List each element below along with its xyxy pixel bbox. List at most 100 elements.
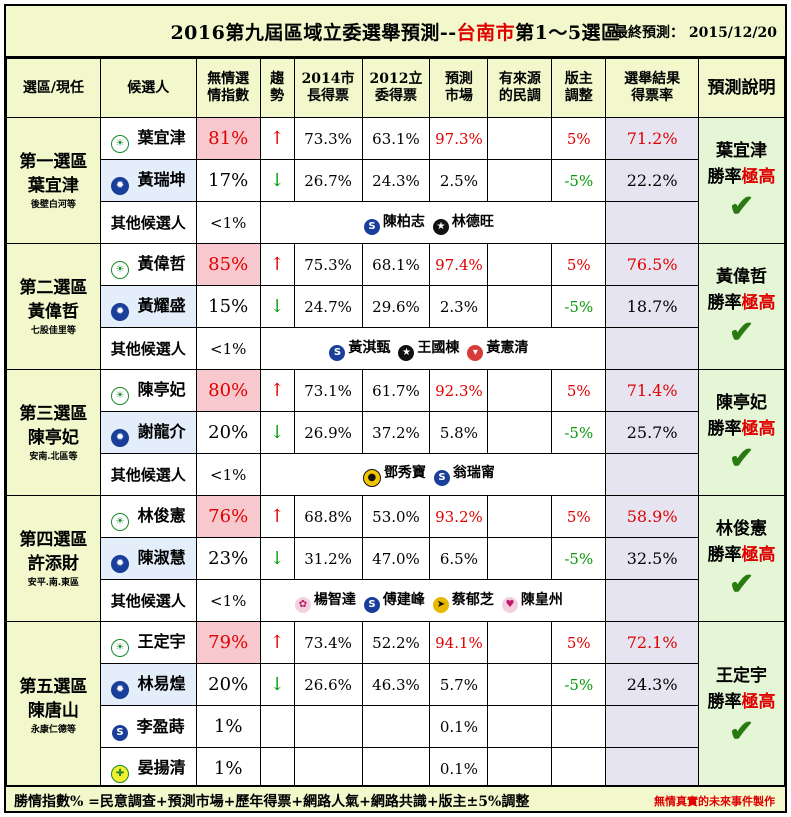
trust-party-icon: S [433,470,450,486]
dpp-icon: ☀ [111,135,130,153]
dpp-icon: ☀ [111,513,130,531]
col-header-moderator: 版主 調整 [551,58,607,118]
candidate-name: 李盈蒔 [131,716,185,736]
candidate-name: 陳淑慧 [132,548,186,567]
title-city: 台南市 [456,22,516,44]
candidate-row: ✹ 陳淑慧 23% ↓ 31.2% 47.0% 6.5% -5% 32.5% [7,537,785,580]
other-candidates-row: 其他候選人 <1% S 陳柏志 ★ 林德旺 [7,201,785,244]
moderator-adjust [551,705,607,748]
dpp-icon: ☀ [111,387,130,405]
other-candidate-name: 傅建峰 [382,591,425,608]
candidate-cell: ✹ 黃耀盛 [99,285,197,328]
win-chance-level: 極高 [741,292,776,313]
moderator-adjust: -5% [551,159,607,202]
trust-party-icon: S [329,344,346,361]
title-districts: 第1～5選區 [515,22,621,44]
legis-2012-vote: 47.0% [361,537,431,580]
result-rate-empty [605,327,700,370]
result-rate: 32.5% [605,537,700,580]
candidate-name: 黃偉哲 [132,254,186,273]
win-chance-text: 勝率極高 [700,542,784,568]
candidate-row: 第四選區 許添財 安平.南.東區 ☀ 林俊憲 76% ↑ 68.8% 53.0% 93.2% 5%… [6,495,785,622]
prediction-cell: 葉宜津 勝率極高 ✔ [698,117,785,244]
legis-2012-vote [361,705,431,748]
incumbent-name: 黃偉哲 [27,301,79,322]
poll-value [487,495,553,538]
result-rate: 71.2% [605,117,700,160]
district-cell: 第一選區 葉宜津 後壁白河等 [6,117,101,244]
market-value: 0.1% [429,747,489,790]
other-candidates-list: ✿ 楊智達 S 傅建峰 ➤ 蔡郁芝 ♥ 陳皇州 [260,579,607,622]
candidate-name: 林俊憲 [132,506,186,525]
candidate-cell: ✹ 黃瑞坤 [99,159,197,202]
district-area: 七股佳里等 [30,325,76,336]
legis-2012-vote: 61.7% [361,369,431,412]
mayor-2014-vote: 31.2% [293,537,363,580]
win-index: 80% [195,369,261,412]
win-index: 1% [195,705,261,748]
trend-down-icon: ↓ [269,296,285,317]
poll-value [487,537,553,580]
legis-2012-vote: 24.3% [361,159,431,202]
independent-icon: ★ [398,344,415,361]
trend-cell: ↓ [259,411,295,454]
poll-value [487,621,553,664]
header-row: 選區/現任 候選人 無情選 情指數趨 勢 2014市 長得票 2012立 委得票 預測 市… [6,58,785,118]
poll-value [487,747,553,790]
result-rate-empty [605,201,700,244]
result-rate-empty [605,579,700,622]
poll-value [487,411,553,454]
checkmark-icon: ✔ [728,188,755,224]
predicted-winner: 林俊憲 [716,518,767,539]
forecast-date: 最終預測： 2015/12/20 [614,22,777,42]
other-candidate: ★ 王國棟 [398,337,459,361]
district-cell: 第二選區 黃偉哲 七股佳里等 [6,243,101,370]
trend-up-icon: ↑ [269,128,285,149]
other-candidates-pct: <1% [195,453,261,496]
other-candidate-name: 黃憲清 [486,339,529,356]
mayor-2014-vote: 26.7% [293,159,363,202]
market-value: 2.5% [429,159,489,202]
win-index: 79% [195,621,261,664]
candidate-cell: S 李盈蒔 [99,705,197,748]
green-party-icon: ✚ [111,765,130,783]
trend-cell: ↓ [259,537,295,580]
win-chance-text: 勝率極高 [700,290,784,316]
kmt-icon: ✹ [111,177,130,195]
title-bar: 2016第九屆區域立委選舉預測--台南市第1～5選區 最終預測： 2015/12… [6,6,785,58]
win-chance-label: 勝率 [707,292,742,313]
candidate-name: 王定宇 [132,632,186,651]
legis-2012-vote [361,747,431,790]
trend-down-icon: ↓ [269,548,285,569]
legis-2012-vote: 37.2% [361,411,431,454]
win-index: 85% [195,243,261,286]
candidate-name: 黃瑞坤 [132,170,186,189]
candidate-cell: ☀ 陳亭妃 [99,369,197,412]
other-candidates-pct: <1% [195,327,261,370]
col-header-legis-2012: 2012立 委得票 [361,58,431,118]
kmt-icon: ✹ [111,303,130,321]
result-rate: 22.2% [605,159,700,202]
trend-cell [259,747,295,790]
prediction-table: 選區/現任 候選人 無情選 情指數趨 勢 2014市 長得票 2012立 委得票 預測 市… [6,58,785,790]
candidate-row: 第二選區 黃偉哲 七股佳里等 ☀ 黃偉哲 85% ↑ 75.3% 68.1% 97.4% 5% 76… [6,243,785,370]
market-value: 93.2% [429,495,489,538]
mayor-2014-vote: 75.3% [293,243,363,286]
trend-up-icon: ↑ [269,632,285,653]
trend-down-icon: ↓ [269,422,285,443]
dpp-icon: ☀ [111,261,130,279]
prediction-cell: 王定宇 勝率極高 ✔ [698,621,785,790]
market-value: 92.3% [429,369,489,412]
market-value: 6.5% [429,537,489,580]
predicted-winner: 陳亭妃 [716,392,767,413]
district-name: 第一選區 [19,151,88,172]
mayor-2014-vote: 24.7% [293,285,363,328]
prediction-cell: 林俊憲 勝率極高 ✔ [698,495,785,622]
district-area: 安南.北區等 [29,451,78,462]
dpp-icon: ☀ [111,639,130,657]
footer: 勝情指數% =民意調查+預測市場+歷年得票+網路人氣+網路共識+版主±5%調整 … [6,785,785,811]
win-index: 76% [195,495,261,538]
predicted-winner: 王定宇 [716,665,767,686]
trend-cell: ↓ [259,159,295,202]
col-header-candidate: 候選人 [99,58,197,118]
